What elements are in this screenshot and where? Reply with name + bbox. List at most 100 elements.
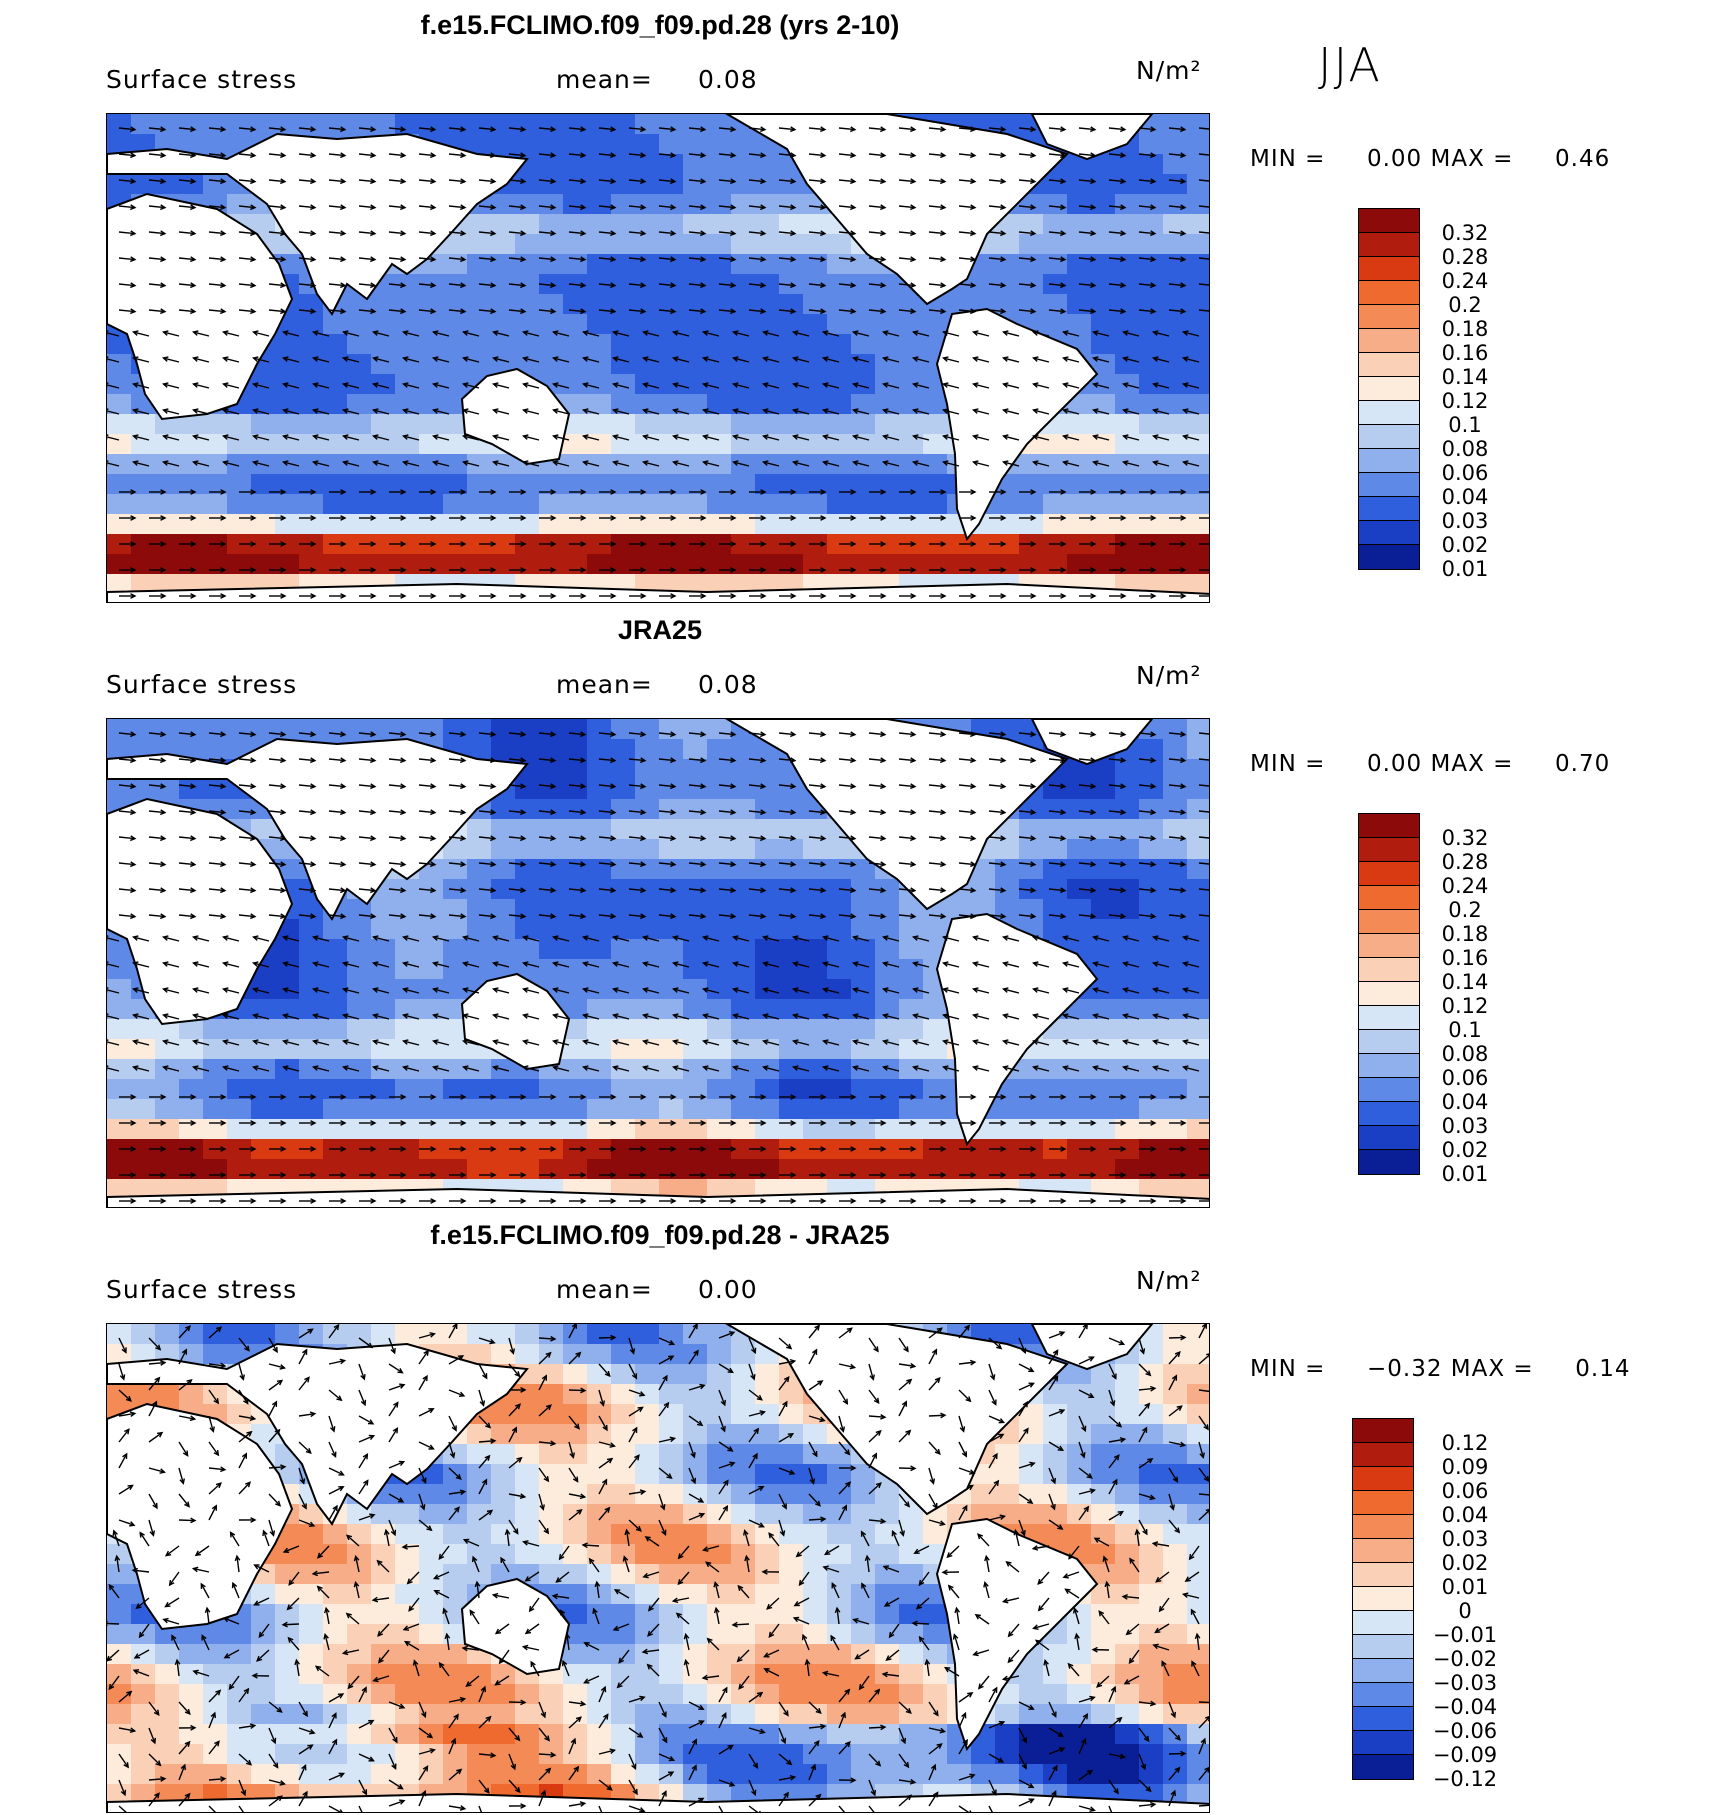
colorbar-tick-label: 0.32 (1441, 826, 1489, 850)
colorbar-swatch (1353, 1659, 1413, 1683)
colorbar-tick-label: 0.2 (1448, 898, 1482, 922)
colorbar-tick-label: 0.08 (1441, 437, 1489, 461)
landmass-australia (460, 1577, 571, 1676)
colorbar-swatch (1353, 1611, 1413, 1635)
min-max-readout: MIN = 0.00 MAX = 0.70 (1250, 751, 1610, 777)
landmass-samerica (935, 1517, 1099, 1752)
max-value: 0.70 (1555, 751, 1611, 777)
panel-model: f.e15.FCLIMO.f09_f09.pd.28 (yrs 2-10) Su… (0, 0, 1710, 605)
map-svg (107, 114, 1209, 602)
landmass-eurasia (107, 132, 529, 316)
min-label: MIN = (1250, 146, 1326, 172)
colorbar-swatch (1359, 1150, 1419, 1174)
colorbar-tick-label: −0.12 (1432, 1767, 1498, 1791)
colorbar-swatch (1359, 233, 1419, 257)
colorbar-swatch (1353, 1539, 1413, 1563)
colorbar-tick-label: 0.03 (1441, 1527, 1489, 1551)
colorbar-tick-label: 0.24 (1441, 874, 1489, 898)
colorbar-tick-label: 0.1 (1448, 1018, 1482, 1042)
colorbar-tick-label: 0.03 (1441, 509, 1489, 533)
map-plot (106, 718, 1210, 1208)
map-svg (107, 1324, 1209, 1812)
landmass-namerica (725, 1324, 1069, 1516)
colorbar-tick-label: 0.04 (1441, 485, 1489, 509)
colorbar-swatch (1359, 401, 1419, 425)
variable-label: Surface stress (106, 670, 298, 699)
colorbar-swatch (1359, 449, 1419, 473)
min-max-readout: MIN = −0.32 MAX = 0.14 (1250, 1356, 1630, 1382)
colorbar (1358, 813, 1420, 1175)
units-label: N/m² (1136, 56, 1202, 85)
colorbar-tick-label: 0.09 (1441, 1455, 1489, 1479)
colorbar (1358, 208, 1420, 570)
colorbar-swatch (1359, 838, 1419, 862)
landmass-eurasia (107, 737, 529, 921)
colorbar-swatch (1359, 353, 1419, 377)
season-label: JJA (1318, 38, 1382, 92)
stress-vectors (107, 731, 1209, 1204)
colorbar-swatch (1359, 862, 1419, 886)
colorbar-swatch (1353, 1635, 1413, 1659)
panel-title: JRA25 (617, 615, 703, 645)
colorbar-tick-label: 0.03 (1441, 1114, 1489, 1138)
colorbar-tick-label: 0.08 (1441, 1042, 1489, 1066)
landmass-greenland (1030, 719, 1154, 766)
colorbar-tick-label: 0.1 (1448, 413, 1482, 437)
colorbar-tick-label: 0.04 (1441, 1090, 1489, 1114)
colorbar-swatch (1353, 1731, 1413, 1755)
colorbar-tick-label: 0.01 (1441, 1575, 1489, 1599)
colorbar-tick-label: 0.06 (1441, 1066, 1489, 1090)
min-max-readout: MIN = 0.00 MAX = 0.46 (1250, 146, 1610, 172)
colorbar-swatch (1359, 886, 1419, 910)
landmass-eurasia (107, 1342, 529, 1526)
continent-outlines (107, 1324, 1209, 1812)
field-shading (107, 1324, 1209, 1812)
max-label: MAX = (1450, 1356, 1534, 1382)
landmass-greenland (1030, 114, 1154, 161)
colorbar-tick-label: −0.06 (1432, 1719, 1498, 1743)
colorbar-tick-label: 0.14 (1441, 365, 1489, 389)
colorbar-tick-label: −0.03 (1432, 1671, 1498, 1695)
max-label: MAX = (1430, 751, 1514, 777)
variable-label: Surface stress (106, 1275, 298, 1304)
colorbar-swatch (1359, 814, 1419, 838)
continent-outlines (107, 114, 1209, 602)
landmass-antarctica (107, 582, 1209, 602)
mean-value: 0.08 (698, 65, 758, 94)
colorbar-swatch (1359, 982, 1419, 1006)
colorbar-swatch (1359, 257, 1419, 281)
colorbar-tick-label: 0.18 (1441, 922, 1489, 946)
max-value: 0.46 (1555, 146, 1611, 172)
colorbar-swatch (1353, 1683, 1413, 1707)
colorbar-swatch (1353, 1587, 1413, 1611)
colorbar-swatch (1359, 377, 1419, 401)
colorbar-swatch (1359, 281, 1419, 305)
min-value: 0.00 (1366, 751, 1423, 777)
colorbar-tick-label: −0.02 (1432, 1647, 1498, 1671)
panel-title: f.e15.FCLIMO.f09_f09.pd.28 (yrs 2-10) (420, 10, 900, 40)
colorbar-swatch (1359, 425, 1419, 449)
colorbar-tick-label: 0.18 (1441, 317, 1489, 341)
colorbar-tick-label: 0.02 (1441, 1551, 1489, 1575)
colorbar-tick-label: 0.28 (1441, 850, 1489, 874)
colorbar-tick-label: −0.01 (1432, 1623, 1498, 1647)
colorbar-tick-label: 0.01 (1441, 557, 1489, 581)
colorbar-tick-label: 0.06 (1441, 461, 1489, 485)
colorbar-tick-label: 0.16 (1441, 946, 1489, 970)
mean-value: 0.08 (698, 670, 758, 699)
landmass-africa (107, 192, 294, 421)
colorbar-swatch (1359, 473, 1419, 497)
colorbar-swatch (1359, 1102, 1419, 1126)
variable-label: Surface stress (106, 65, 298, 94)
colorbar-tick-label: 0.14 (1441, 970, 1489, 994)
colorbar-tick-label: 0.04 (1441, 1503, 1489, 1527)
mean-label: mean= (556, 670, 653, 699)
colorbar-swatch (1353, 1419, 1413, 1443)
colorbar-swatch (1353, 1755, 1413, 1779)
panel-title: f.e15.FCLIMO.f09_f09.pd.28 - JRA25 (430, 1220, 890, 1250)
colorbar-swatch (1359, 910, 1419, 934)
landmass-africa (107, 797, 294, 1026)
colorbar-tick-label: 0.02 (1441, 533, 1489, 557)
colorbar-tick-label: 0.12 (1441, 389, 1489, 413)
mean-label: mean= (556, 1275, 653, 1304)
